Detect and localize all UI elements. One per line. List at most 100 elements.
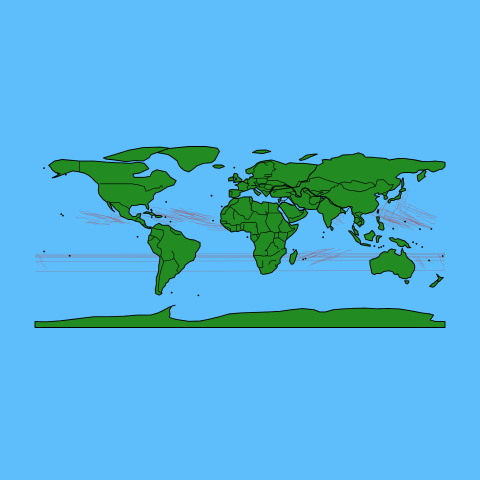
storm-track [397, 197, 403, 208]
country-border [285, 191, 296, 193]
country-border [344, 205, 352, 209]
storm-track [112, 218, 126, 224]
storm-track [399, 194, 409, 210]
country-border [257, 230, 271, 239]
small-island [212, 219, 215, 222]
storm-track [172, 215, 189, 221]
storm-track [371, 211, 399, 229]
storm-track [412, 254, 424, 268]
storm-track [317, 254, 331, 258]
country-border [232, 209, 235, 220]
country-border [134, 216, 140, 222]
storm-track [204, 224, 227, 227]
landmass-north-america [48, 159, 177, 230]
storm-track [398, 212, 425, 225]
small-island [165, 201, 168, 203]
country-border [280, 192, 292, 198]
storm-track [405, 203, 411, 213]
country-border [224, 226, 232, 232]
country-border [256, 177, 268, 185]
country-border [280, 196, 289, 202]
country-border [280, 200, 285, 206]
landmass-madagascar [289, 249, 298, 265]
storm-track [387, 218, 400, 225]
small-island [378, 246, 380, 249]
storm-track [154, 210, 182, 220]
storm-track [75, 217, 101, 223]
country-border [263, 175, 271, 177]
storm-track [399, 202, 408, 213]
storm-track [35, 254, 446, 272]
country-border [286, 220, 296, 233]
country-border [147, 236, 155, 241]
storm-track [308, 248, 329, 255]
storm-track [416, 215, 436, 225]
storm-track [398, 199, 405, 209]
country-border [299, 211, 304, 217]
storm-track [34, 254, 445, 265]
country-border [278, 212, 285, 233]
storm-track [313, 256, 332, 265]
country-border [267, 180, 286, 186]
small-island [382, 245, 385, 247]
country-border [242, 181, 250, 190]
country-border [284, 201, 294, 206]
country-border [264, 241, 274, 256]
country-border [302, 208, 306, 213]
storm-track [398, 218, 418, 228]
storm-track [311, 247, 335, 258]
country-border [253, 234, 259, 244]
small-island [292, 248, 295, 251]
landmass-taiwan [376, 209, 380, 214]
storm-track [178, 215, 204, 222]
small-island [415, 242, 418, 245]
small-island [302, 258, 305, 261]
country-border [268, 260, 277, 265]
country-border [275, 264, 278, 267]
small-island [43, 167, 45, 170]
storm-track [383, 211, 407, 221]
country-border [381, 190, 389, 195]
country-border [350, 206, 364, 214]
country-border [302, 188, 312, 199]
small-island [404, 220, 406, 223]
storm-track [113, 219, 132, 225]
landmass-australia [369, 247, 416, 280]
storm-track [308, 256, 334, 267]
small-island [412, 241, 414, 244]
storm-track [413, 208, 437, 221]
storm-track [416, 259, 422, 267]
landmass-hispaniola [154, 214, 163, 219]
storm-track [87, 222, 100, 225]
storm-track [406, 216, 431, 228]
storm-track [191, 212, 212, 219]
small-island [62, 214, 64, 217]
country-border [138, 221, 142, 223]
storm-track [308, 252, 325, 260]
country-border [303, 189, 310, 193]
storm-track [385, 209, 404, 219]
country-border [375, 179, 394, 192]
storm-track [178, 207, 216, 218]
storm-track [380, 197, 390, 213]
country-border [316, 190, 324, 197]
landmass-new-zealand [429, 273, 444, 288]
country-border [258, 184, 266, 188]
small-island [164, 216, 167, 219]
storm-track [172, 208, 193, 216]
storm-track [389, 203, 401, 220]
storm-track [174, 210, 206, 221]
storm-track [87, 220, 111, 226]
small-island [60, 213, 63, 216]
small-island [419, 228, 421, 231]
storm-track [107, 216, 117, 220]
storm-track [368, 213, 397, 230]
small-island [246, 236, 249, 239]
storm-track [151, 212, 182, 223]
country-border [271, 161, 277, 172]
landmass-philippines [376, 216, 385, 231]
storm-track [201, 221, 216, 226]
country-border [253, 250, 281, 257]
